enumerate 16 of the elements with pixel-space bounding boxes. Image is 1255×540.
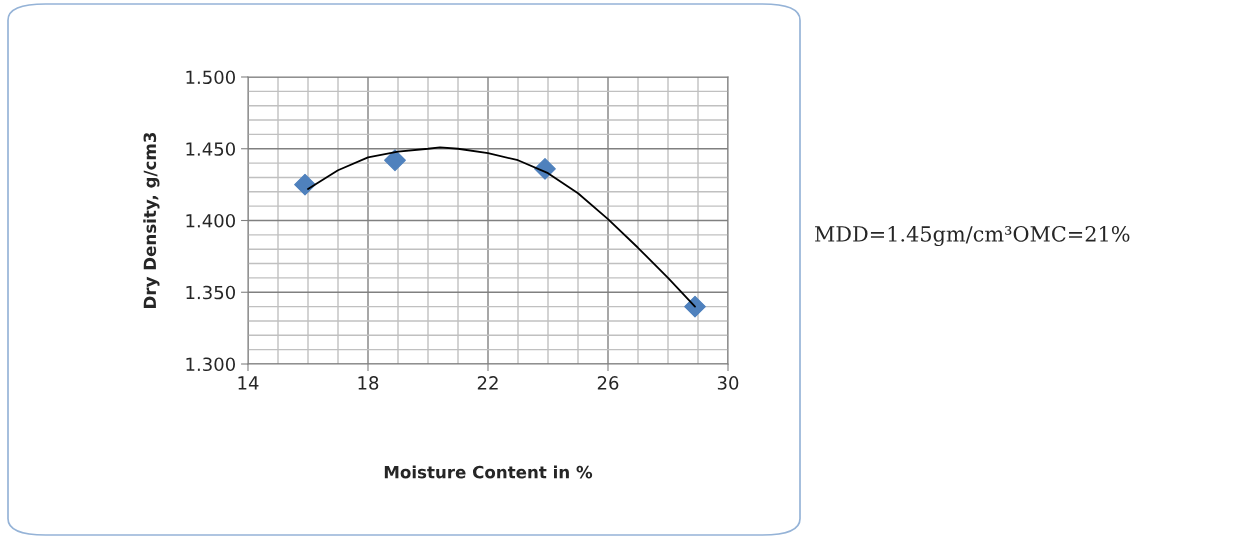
x-axis-title: Moisture Content in % [384,465,593,479]
y-tick-label: 1.500 [186,70,235,85]
x-tick-label: 22 [477,376,498,390]
y-tick-label: 1.300 [186,357,235,372]
point [384,149,406,172]
y-tick-label: 1.450 [186,142,235,156]
x-tick-label: 14 [238,376,259,390]
x-tick-label: 26 [597,376,619,390]
x-tick-label: 30 [717,376,739,390]
y-axis-title: Dry Density, g/cm3 [143,132,160,308]
point [684,295,706,318]
point [294,173,316,196]
y-tick-label: 1.400 [186,213,235,228]
text: MDD=1.45gm/cm³OMC=21% [815,225,1130,247]
x-tick-label: 18 [358,376,379,390]
y-tick-label: 1.350 [186,285,235,300]
